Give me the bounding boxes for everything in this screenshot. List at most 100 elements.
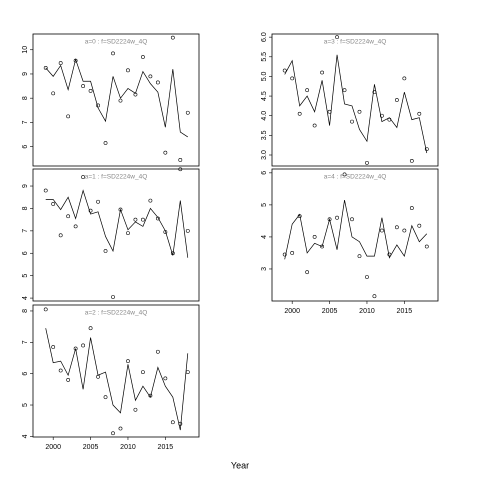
data-point	[365, 275, 369, 279]
panel-title: a=0 : f=SD2224w_4Q	[85, 39, 148, 46]
fit-line	[45, 58, 188, 138]
data-point	[133, 217, 138, 222]
y-tick-label: 9	[22, 72, 29, 76]
data-point	[58, 233, 63, 238]
data-point	[111, 431, 115, 436]
data-point	[51, 202, 56, 206]
y-tick-label: 6	[22, 145, 29, 149]
x-tick-label: 2015	[158, 444, 174, 451]
data-point	[155, 80, 160, 85]
data-point	[290, 76, 295, 81]
x-axis-label: Year	[231, 460, 249, 470]
fit-line	[45, 189, 189, 258]
data-point	[305, 270, 310, 275]
data-point	[141, 217, 145, 222]
y-tick-label: 8	[22, 96, 29, 100]
data-point	[88, 208, 93, 213]
y-tick-label: 9	[22, 184, 29, 188]
y-tick-label: 7	[22, 340, 29, 344]
x-tick-label: 2000	[284, 308, 300, 315]
y-tick-label: 3.0	[261, 150, 268, 160]
data-point	[282, 68, 287, 73]
y-tick-label: 5	[22, 403, 29, 407]
data-point	[66, 214, 71, 219]
data-point	[58, 61, 63, 65]
data-point	[185, 110, 190, 115]
data-point	[424, 244, 429, 249]
data-point	[424, 147, 429, 152]
x-tick-label: 2015	[397, 308, 413, 315]
panel-frame	[271, 33, 439, 167]
data-point	[126, 68, 130, 73]
data-point	[170, 420, 175, 425]
data-point	[126, 359, 130, 364]
data-point	[417, 111, 422, 116]
y-tick-label: 4	[22, 434, 29, 438]
data-point	[111, 295, 115, 299]
data-point	[394, 98, 399, 102]
data-point	[305, 88, 310, 93]
y-tick-label: 6	[261, 171, 268, 175]
y-tick-label: 3	[261, 267, 268, 271]
y-tick-label: 8	[22, 206, 29, 210]
data-point	[380, 228, 384, 233]
data-point	[170, 35, 175, 40]
data-point	[58, 368, 63, 373]
data-point	[327, 217, 332, 222]
y-tick-label: 3.5	[261, 130, 268, 140]
data-point	[66, 114, 71, 119]
data-point	[126, 231, 130, 235]
data-point	[81, 175, 85, 179]
panel-frame	[32, 168, 200, 302]
data-point	[111, 51, 115, 56]
data-point	[148, 198, 153, 203]
y-tick-label: 5.5	[261, 52, 268, 62]
y-tick-label: 4	[22, 296, 29, 300]
panel-title: a=4 : f=SD2224w_4Q	[324, 174, 387, 181]
y-tick-label: 6	[22, 251, 29, 255]
panel-frame	[32, 304, 200, 438]
data-point	[141, 370, 145, 374]
data-point	[178, 167, 183, 172]
data-point	[155, 349, 160, 354]
y-tick-label: 4.5	[261, 91, 268, 101]
data-point	[372, 294, 377, 299]
data-point	[357, 109, 362, 114]
fit-line	[45, 328, 189, 431]
data-point	[73, 224, 78, 229]
data-point	[335, 35, 339, 40]
panel-frame	[271, 168, 439, 302]
data-point	[290, 251, 295, 255]
y-tick-label: 6	[22, 372, 29, 376]
data-point	[88, 89, 93, 93]
data-point	[81, 343, 85, 348]
data-point	[402, 228, 407, 233]
data-point	[178, 158, 183, 162]
data-point	[141, 55, 145, 59]
data-point	[335, 215, 339, 220]
y-tick-label: 6.0	[261, 32, 268, 42]
data-point	[163, 150, 168, 155]
data-point	[66, 378, 71, 382]
data-point	[51, 345, 56, 349]
y-tick-label: 8	[22, 309, 29, 313]
y-tick-label: 7	[22, 229, 29, 233]
fit-line	[284, 200, 428, 260]
y-tick-label: 5	[22, 274, 29, 278]
data-point	[342, 172, 347, 177]
data-point	[43, 188, 48, 193]
x-tick-label: 2010	[359, 308, 375, 315]
data-point	[297, 111, 302, 116]
fit-line	[284, 54, 428, 154]
panel-title: a=1 : f=SD2224w_4Q	[85, 174, 148, 181]
data-point	[380, 113, 384, 118]
x-tick-label: 2010	[120, 444, 136, 451]
data-point	[365, 160, 369, 165]
data-point	[103, 395, 108, 400]
x-tick-label: 2005	[83, 444, 99, 451]
data-point	[148, 74, 153, 79]
data-point	[342, 88, 347, 93]
data-point	[394, 225, 399, 230]
data-point	[103, 141, 108, 145]
panel-title: a=2 : f=SD2224w_4Q	[85, 310, 148, 317]
